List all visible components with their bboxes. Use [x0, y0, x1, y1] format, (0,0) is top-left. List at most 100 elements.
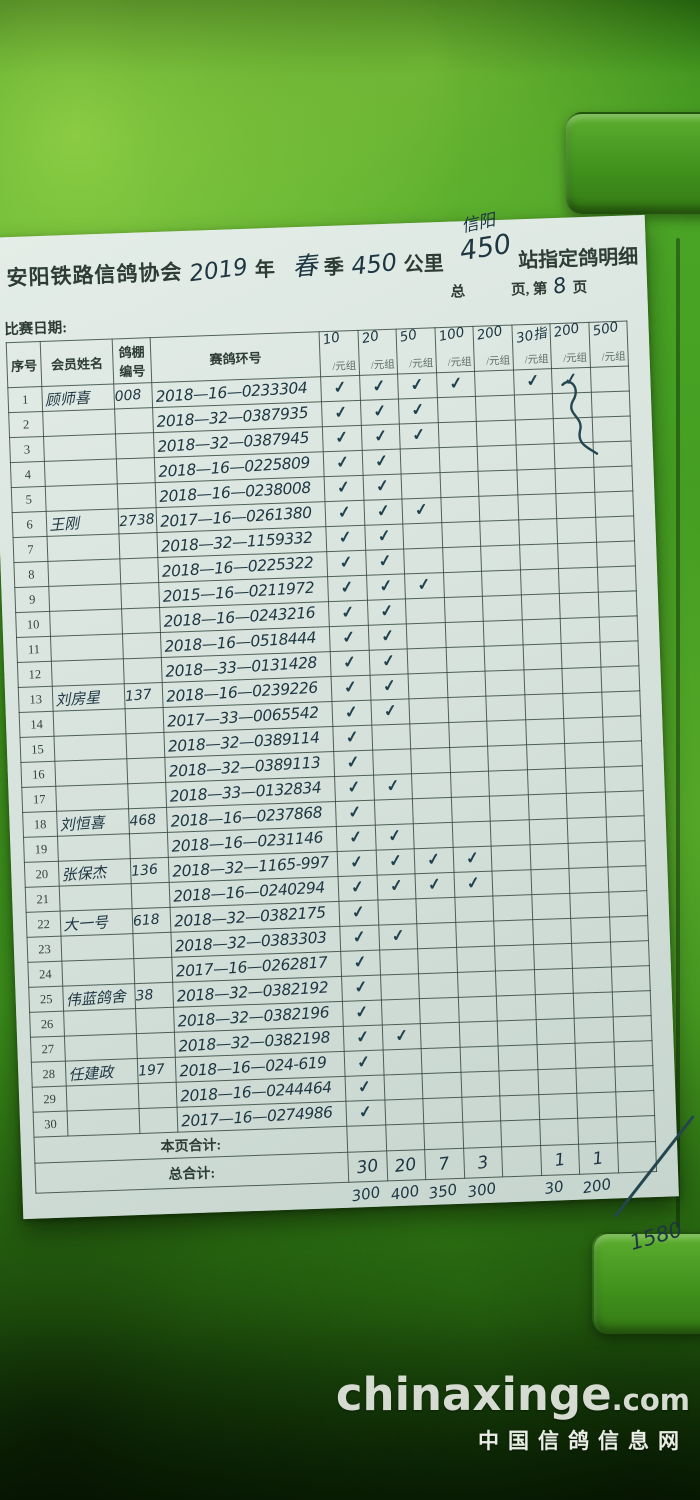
fee-cell-100 — [447, 696, 487, 723]
fee-cell-50: ✓ — [414, 847, 454, 874]
check-mark: ✓ — [425, 850, 442, 870]
fee-cell-100 — [461, 1095, 501, 1123]
check-mark: ✓ — [372, 427, 389, 447]
page-suffix: 页 — [572, 279, 588, 297]
fee-cell-100 — [448, 721, 488, 748]
fee-cell-200 — [561, 642, 601, 669]
fee-cell-20: ✓ — [363, 498, 403, 526]
check-mark: ✓ — [355, 1053, 372, 1073]
fee-cell-30指 — [538, 1093, 578, 1120]
fee-cell-30指 — [520, 593, 561, 620]
handwritten-ring-number: 2018—32—0383303 — [174, 927, 327, 956]
row-seq: 16 — [20, 761, 56, 788]
handwritten-grand-total: 20 — [393, 1154, 418, 1177]
fee-unit-label: /元组 — [524, 354, 549, 367]
fee-cell-100 — [442, 546, 482, 573]
fee-cell-10: ✓ — [338, 900, 379, 927]
fee-cell-30指 — [537, 1068, 577, 1095]
check-mark: ✓ — [379, 627, 396, 646]
handwritten-loft-number: 008 — [114, 386, 143, 406]
check-mark: ✓ — [346, 778, 363, 798]
fee-cell-10: ✓ — [338, 875, 378, 902]
handwritten-ring-number: 2017—33—0065542 — [166, 703, 320, 731]
fee-cell-20: ✓ — [361, 449, 402, 476]
fee-cell-50 — [403, 547, 444, 574]
fee-cell-200 — [575, 1066, 616, 1094]
handwritten-member-name: 张保杰 — [60, 862, 107, 884]
check-mark: ✓ — [426, 875, 443, 895]
loft-number-cell: 618 — [132, 907, 171, 934]
fee-cell-200 — [485, 694, 526, 722]
check-mark: ✓ — [388, 877, 404, 896]
handwritten-ring-number: 2018—16—0238008 — [158, 478, 312, 506]
fee-cell-30指 — [532, 918, 572, 945]
handwritten-money-total: 350 — [427, 1180, 459, 1203]
fee-cell-200 — [572, 966, 612, 994]
fee-cell-200 — [498, 1069, 539, 1096]
fee-cell-100 — [460, 1070, 500, 1098]
col-header-loft: 鸽棚编号 — [112, 337, 152, 384]
fee-cell-200 — [557, 542, 597, 569]
check-mark: ✓ — [374, 477, 391, 497]
fee-cell-10: ✓ — [329, 625, 369, 652]
fee-cell-10: ✓ — [345, 1074, 385, 1102]
fee-cell-100 — [436, 396, 477, 423]
fee-cell-500 — [593, 465, 633, 493]
fee-cell-200 — [575, 1041, 615, 1069]
fee-cell-10: ✓ — [324, 500, 365, 527]
fee-cell-500 — [591, 415, 632, 443]
fee-cell-20: ✓ — [374, 823, 415, 851]
member-name-cell — [43, 433, 117, 462]
fee-cell-500 — [609, 915, 649, 943]
grand-total-cell: 30 — [347, 1150, 388, 1183]
check-mark: ✓ — [334, 428, 350, 448]
fee-cell-500 — [597, 590, 638, 618]
member-name-cell — [48, 583, 122, 612]
fee-cell-10: ✓ — [323, 450, 363, 477]
loft-number-cell: 468 — [128, 807, 168, 834]
handwritten-ring-number: 2018—16—0518444 — [163, 628, 317, 656]
handwritten-member-name: 王刚 — [48, 513, 80, 534]
fee-cell-30指 — [513, 393, 554, 421]
col-header-ring: 赛鸽环号 — [150, 331, 321, 383]
member-name-cell — [60, 933, 134, 962]
fee-cell-20 — [380, 998, 421, 1026]
fee-cell-500 — [614, 1065, 654, 1092]
col-header-seq: 序号 — [6, 341, 42, 388]
title-suffix: 站指定鸽明细 — [517, 246, 639, 273]
fee-cell-10: ✓ — [326, 550, 367, 577]
fee-cell-20: ✓ — [360, 424, 401, 451]
case-latch-bottom — [592, 1232, 700, 1334]
handwritten-season: 春 — [290, 250, 319, 282]
col-header-member: 会员姓名 — [40, 339, 114, 387]
member-name-cell: 大一号 — [60, 908, 133, 937]
fee-cell-50: ✓ — [401, 497, 442, 524]
check-mark: ✓ — [378, 602, 395, 621]
fee-cell-30指 — [533, 968, 574, 995]
fee-cell-100 — [454, 896, 494, 923]
check-mark: ✓ — [370, 377, 387, 397]
handwritten-member-name: 刘房星 — [54, 687, 101, 709]
fee-cell-100 — [458, 1020, 499, 1048]
row-seq: 5 — [11, 486, 47, 513]
fee-cell-30指 — [519, 568, 560, 595]
member-name-cell — [47, 533, 120, 562]
row-seq: 26 — [29, 1011, 65, 1038]
page-total-cell — [385, 1123, 425, 1151]
fee-cell-100 — [450, 796, 491, 823]
handwritten-ring-number: 2018—16—0231146 — [170, 827, 324, 856]
fee-cell-10: ✓ — [339, 925, 380, 952]
row-seq: 20 — [24, 861, 60, 888]
check-mark: ✓ — [377, 577, 394, 596]
watermark: chinaxinge.com 中国信鸽信息网 — [336, 1372, 690, 1455]
fee-cell-200 — [483, 619, 523, 647]
fee-cell-50 — [413, 822, 453, 849]
fee-cell-10: ✓ — [335, 800, 375, 827]
fee-cell-20: ✓ — [376, 873, 416, 901]
check-mark: ✓ — [339, 578, 356, 598]
registration-table-wrap: 序号 会员姓名 鸽棚编号 赛鸽环号 10/元组 20/元组 50/元组 100/元组 200/元… — [6, 319, 695, 1255]
fee-cell-100 — [444, 621, 485, 648]
fee-cell-200 — [560, 617, 600, 644]
fee-cell-10: ✓ — [337, 850, 377, 877]
form-paper: 安阳铁路信鸽协会 2019 年 春 季 450 公里 信阳 450 站指定鸽明细… — [0, 210, 695, 1255]
